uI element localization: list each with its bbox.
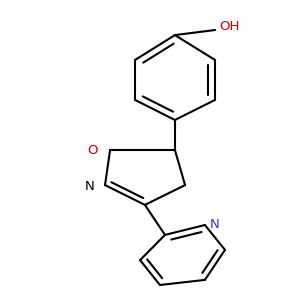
Text: O: O bbox=[88, 144, 98, 158]
Text: N: N bbox=[210, 218, 220, 231]
Text: OH: OH bbox=[219, 20, 239, 34]
Text: N: N bbox=[85, 179, 94, 193]
